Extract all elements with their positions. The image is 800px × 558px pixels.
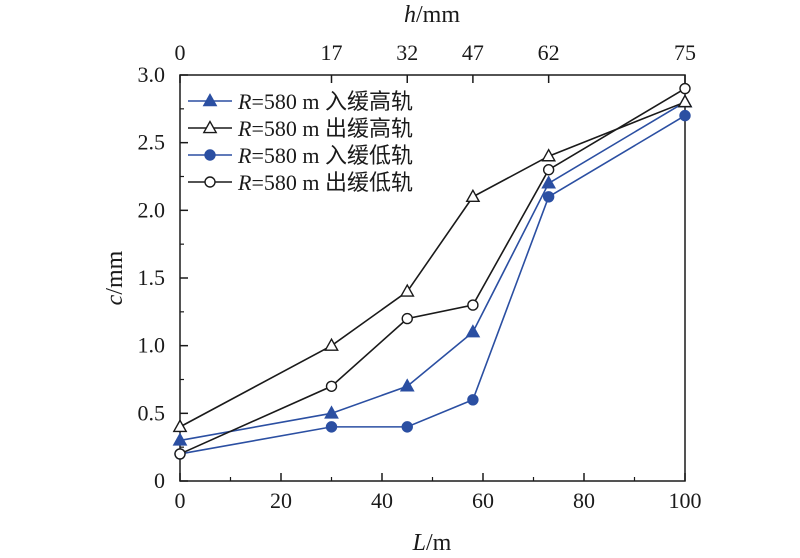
legend-label: R=580 m 出缓高轨: [237, 116, 413, 141]
data-point: [324, 337, 339, 351]
top-axis-title: h/mm: [404, 2, 460, 28]
series-layer: [172, 82, 693, 460]
x-tick-label: 100: [669, 488, 702, 513]
top-tick-label: 0: [175, 40, 186, 65]
x-tick-label: 40: [371, 488, 393, 513]
series-line: [179, 101, 686, 442]
data-point: [467, 299, 479, 311]
top-tick-label: 17: [321, 40, 343, 65]
data-point: [172, 418, 188, 433]
x-tick-label: 80: [573, 488, 595, 513]
y-tick-label: 0: [154, 468, 165, 493]
legend-label: R=580 m 出缓低轨: [237, 170, 413, 195]
data-point: [325, 380, 338, 392]
top-tick-label: 75: [674, 40, 696, 65]
series-4: [174, 82, 691, 460]
legend-item: R=580 m 出缓低轨: [188, 170, 413, 195]
data-point: [465, 188, 481, 203]
data-point: [677, 94, 693, 108]
series-1: [172, 94, 693, 446]
legend-marker: [204, 149, 216, 161]
data-point: [679, 82, 691, 95]
legend-label: R=580 m 入缓高轨: [237, 89, 413, 114]
data-point: [174, 448, 186, 460]
legend-item: R=580 m 入缓低轨: [188, 143, 413, 168]
top-tick-label: 62: [538, 40, 560, 65]
legend-item: R=580 m 入缓高轨: [188, 89, 413, 114]
top-tick-label: 32: [396, 40, 418, 65]
y-tick-label: 2.5: [138, 130, 166, 155]
legend-marker: [204, 176, 216, 188]
data-point: [401, 421, 413, 433]
series-line: [179, 87, 686, 455]
y-tick-label: 0.5: [138, 400, 166, 425]
data-point: [324, 405, 339, 419]
x-tick-label: 20: [270, 488, 292, 513]
data-point: [172, 432, 188, 446]
data-point: [325, 421, 338, 433]
data-point: [541, 175, 557, 189]
ticks: 0 20 40 60 80 100 0 0.5 1.0 1.5 2.0 2.5 3.0 0 17 32 47 62…: [138, 40, 702, 513]
data-point: [465, 324, 481, 338]
data-point: [399, 283, 415, 297]
data-point: [542, 191, 555, 203]
series-line: [179, 101, 686, 428]
series-2: [172, 94, 693, 433]
legend-item: R=580 m 出缓高轨: [188, 116, 413, 141]
data-point: [542, 164, 555, 176]
data-point: [401, 312, 413, 325]
y-tick-label: 1.5: [138, 265, 166, 290]
legend-marker: [202, 120, 218, 134]
legend-marker: [202, 93, 218, 107]
y-tick-label: 1.0: [138, 333, 166, 358]
top-tick-label: 47: [462, 40, 484, 65]
data-point: [399, 378, 415, 392]
x-axis-title: L/m: [412, 530, 452, 556]
series-line: [179, 114, 686, 455]
data-point: [679, 109, 691, 122]
legend-label: R=580 m 入缓低轨: [237, 143, 413, 168]
data-point: [541, 148, 557, 162]
x-tick-label: 60: [472, 488, 494, 513]
y-tick-label: 3.0: [138, 62, 166, 87]
x-tick-label: 0: [175, 488, 186, 513]
y-tick-label: 2.0: [138, 197, 166, 222]
y-axis-title: c/mm: [102, 250, 128, 305]
data-point: [467, 394, 479, 406]
